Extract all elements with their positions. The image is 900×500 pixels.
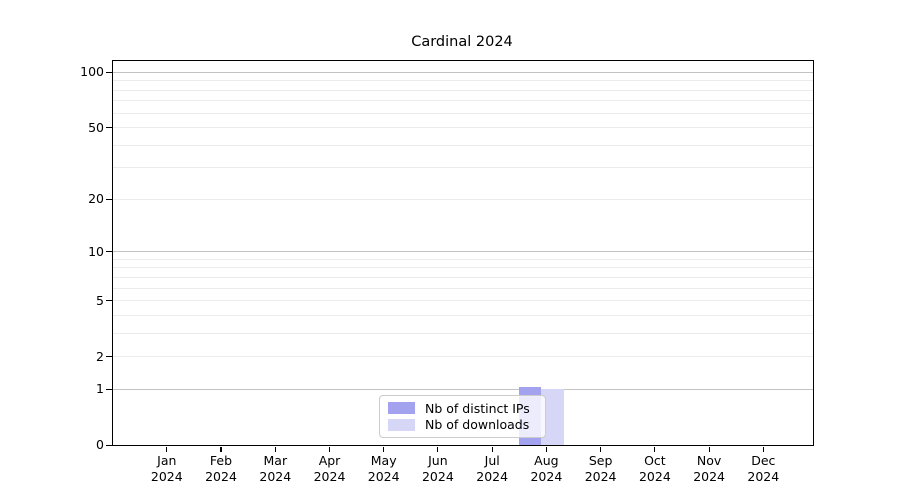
x-tick-label-jun: Jun 2024	[422, 453, 454, 484]
month-year: 2024	[259, 468, 292, 484]
month-name: Jun	[428, 453, 448, 468]
month-year: 2024	[584, 468, 617, 484]
gridline-y-20	[113, 198, 813, 200]
gridline-y-10	[113, 251, 813, 253]
y-tick-20	[106, 198, 112, 200]
x-tick-feb	[220, 446, 222, 452]
gridline-y-4	[113, 314, 813, 316]
month-name: May	[370, 453, 397, 468]
y-tick-100	[106, 71, 112, 73]
x-tick-label-dec: Dec 2024	[747, 453, 779, 484]
x-tick-label-may: May 2024	[368, 453, 400, 484]
x-tick-jun	[437, 446, 439, 452]
gridline-y-50	[113, 127, 813, 129]
month-name: Dec	[751, 453, 776, 468]
y-tick-label-20: 20	[88, 191, 104, 207]
x-tick-sep	[600, 446, 602, 452]
x-tick-label-jul: Jul 2024	[476, 453, 508, 484]
x-tick-label-oct: Oct 2024	[639, 453, 671, 484]
gridline-y-5	[113, 300, 813, 302]
x-tick-label-nov: Nov 2024	[693, 453, 725, 484]
gridline-y-30	[113, 167, 813, 169]
y-tick-1	[106, 388, 112, 390]
x-tick-label-feb: Feb 2024	[205, 453, 237, 484]
x-tick-label-mar: Mar 2024	[259, 453, 291, 484]
y-tick-5	[106, 299, 112, 302]
x-tick-label-sep: Sep 2024	[585, 453, 617, 484]
gridline-y-100	[113, 72, 813, 73]
month-name: Aug	[534, 453, 559, 468]
gridline-y-7	[113, 276, 813, 278]
legend-swatch-distinct-ips	[388, 402, 415, 415]
bar-nb-of-downloads-aug-2024	[541, 389, 564, 445]
gridline-y-8	[113, 267, 813, 269]
x-tick-apr	[328, 446, 331, 452]
gridline-y-60	[113, 112, 813, 114]
month-name: Nov	[696, 453, 722, 468]
month-year: 2024	[747, 468, 780, 484]
month-name: Sep	[588, 453, 613, 468]
gridline-y-70	[113, 100, 813, 102]
legend-swatch-downloads	[388, 418, 415, 431]
x-tick-jul	[491, 446, 493, 452]
month-name: Mar	[263, 453, 288, 468]
chart-title: Cardinal 2024	[411, 34, 513, 50]
y-tick-label-1: 1	[96, 381, 104, 397]
month-year: 2024	[530, 468, 563, 484]
month-name: Feb	[209, 453, 233, 468]
gridline-y-1	[113, 389, 813, 390]
gridline-y-6	[113, 287, 813, 289]
month-year: 2024	[313, 468, 346, 484]
x-tick-jan	[166, 446, 168, 452]
x-tick-label-apr: Apr 2024	[314, 453, 346, 484]
legend-label-distinct-ips: Nb of distinct IPs	[425, 400, 530, 416]
month-name: Jul	[484, 453, 500, 468]
month-year: 2024	[421, 468, 454, 484]
month-year: 2024	[150, 468, 183, 484]
x-tick-label-aug: Aug 2024	[530, 453, 562, 484]
month-name: Oct	[644, 453, 666, 468]
gridline-y-40	[113, 144, 813, 146]
month-year: 2024	[476, 468, 509, 484]
month-name: Apr	[318, 453, 341, 468]
plot-area: Nb of distinct IPs Nb of downloads	[112, 60, 814, 446]
gridline-y-9	[113, 258, 813, 260]
x-tick-oct	[654, 446, 656, 452]
gridline-y-2	[113, 356, 813, 358]
y-tick-label-10: 10	[88, 243, 104, 259]
y-tick-2	[106, 355, 112, 358]
y-tick-label-5: 5	[96, 292, 104, 308]
legend-label-downloads: Nb of downloads	[425, 417, 530, 433]
y-tick-50	[106, 126, 112, 129]
y-tick-label-2: 2	[96, 348, 104, 364]
x-tick-label-jan: Jan 2024	[151, 453, 183, 484]
y-tick-0	[106, 444, 112, 446]
legend-item-downloads: Nb of downloads	[388, 417, 537, 432]
x-tick-mar	[274, 446, 276, 452]
x-tick-may	[383, 446, 385, 452]
month-name: Jan	[157, 453, 177, 468]
month-year: 2024	[205, 468, 237, 484]
gridline-y-80	[113, 89, 813, 91]
gridline-y-90	[113, 80, 813, 82]
month-year: 2024	[638, 468, 671, 484]
month-year: 2024	[367, 468, 400, 484]
legend-item-distinct-ips: Nb of distinct IPs	[388, 401, 537, 416]
x-tick-dec	[762, 446, 764, 452]
y-tick-10	[106, 250, 112, 253]
legend: Nb of distinct IPs Nb of downloads	[379, 395, 546, 438]
y-tick-label-0: 0	[96, 437, 104, 453]
x-tick-aug	[545, 446, 547, 452]
y-tick-label-100: 100	[80, 64, 104, 80]
x-tick-nov	[708, 446, 710, 452]
gridline-y-3	[113, 332, 813, 334]
y-tick-label-50: 50	[88, 119, 104, 135]
month-year: 2024	[693, 468, 725, 484]
